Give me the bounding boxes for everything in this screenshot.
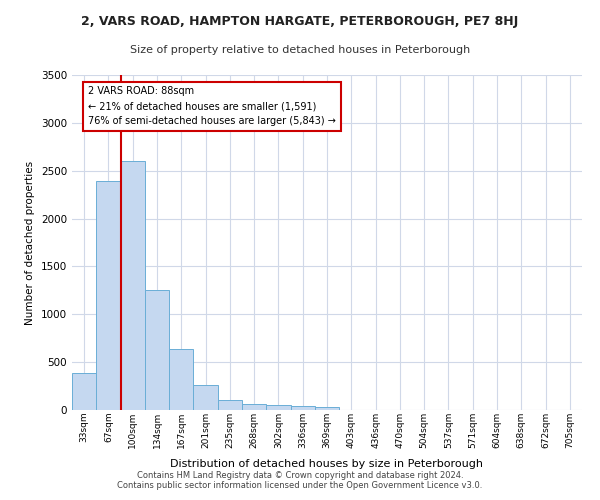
Bar	[193, 385, 218, 410]
Bar	[169, 348, 193, 410]
Bar	[290, 406, 315, 410]
Y-axis label: Number of detached properties: Number of detached properties	[25, 160, 35, 324]
Text: Size of property relative to detached houses in Peterborough: Size of property relative to detached ho…	[130, 45, 470, 55]
Bar	[145, 290, 169, 410]
Bar	[242, 404, 266, 410]
Bar	[218, 400, 242, 410]
X-axis label: Distribution of detached houses by size in Peterborough: Distribution of detached houses by size …	[170, 459, 484, 469]
Bar	[72, 372, 96, 410]
Bar	[121, 161, 145, 410]
Text: Contains HM Land Registry data © Crown copyright and database right 2024.
Contai: Contains HM Land Registry data © Crown c…	[118, 470, 482, 490]
Bar	[315, 407, 339, 410]
Bar	[266, 404, 290, 410]
Text: 2, VARS ROAD, HAMPTON HARGATE, PETERBOROUGH, PE7 8HJ: 2, VARS ROAD, HAMPTON HARGATE, PETERBORO…	[82, 15, 518, 28]
Text: 2 VARS ROAD: 88sqm
← 21% of detached houses are smaller (1,591)
76% of semi-deta: 2 VARS ROAD: 88sqm ← 21% of detached hou…	[88, 86, 335, 126]
Bar	[96, 181, 121, 410]
